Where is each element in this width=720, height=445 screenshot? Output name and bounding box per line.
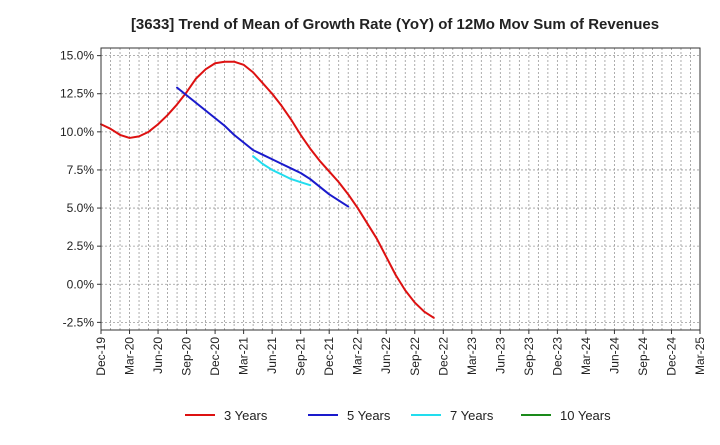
x-tick-label: Mar-23 bbox=[465, 337, 479, 375]
x-axis: Dec-19 Mar-20 Jun-20 Sep-20 Dec-20 Mar-21 Jun-… bbox=[94, 330, 707, 376]
x-tick-label: Jun-24 bbox=[607, 337, 621, 374]
x-tick-label: Sep-23 bbox=[522, 337, 536, 376]
y-tick-label: 0.0% bbox=[67, 277, 95, 291]
x-tick-label: Mar-25 bbox=[693, 337, 707, 375]
x-tick-label: Sep-24 bbox=[636, 337, 650, 376]
x-tick-label: Dec-23 bbox=[550, 337, 564, 376]
y-tick-label: 10.0% bbox=[60, 125, 94, 139]
plot-frame bbox=[100, 47, 701, 331]
grid bbox=[100, 48, 701, 330]
x-tick-label: Mar-24 bbox=[579, 337, 593, 375]
x-tick-label: Dec-21 bbox=[322, 337, 336, 376]
y-tick-label: 5.0% bbox=[67, 201, 95, 215]
x-tick-label: Dec-20 bbox=[208, 337, 222, 376]
legend-label: 10 Years bbox=[560, 408, 611, 423]
y-axis: -2.5% 0.0% 2.5% 5.0% 7.5% 10.0% 12.5% 15.0% bbox=[60, 49, 101, 329]
y-tick-label: 2.5% bbox=[67, 239, 95, 253]
x-tick-label: Sep-22 bbox=[408, 337, 422, 376]
x-tick-label: Mar-20 bbox=[123, 337, 137, 375]
x-tick-label: Dec-24 bbox=[664, 337, 678, 376]
legend-label: 5 Years bbox=[347, 408, 391, 423]
x-tick-label: Dec-22 bbox=[436, 337, 450, 376]
y-tick-label: 15.0% bbox=[60, 49, 94, 63]
x-tick-label: Sep-20 bbox=[180, 337, 194, 376]
series-line-7-years bbox=[252, 155, 312, 187]
y-tick-label: 7.5% bbox=[67, 163, 95, 177]
legend-label: 7 Years bbox=[450, 408, 494, 423]
y-tick-label: -2.5% bbox=[63, 315, 95, 329]
x-tick-label: Jun-21 bbox=[265, 337, 279, 374]
x-tick-label: Jun-23 bbox=[493, 337, 507, 374]
x-tick-label: Jun-22 bbox=[379, 337, 393, 374]
plot-background bbox=[101, 48, 700, 330]
series-line-3-years bbox=[100, 60, 435, 319]
x-tick-label: Mar-22 bbox=[351, 337, 365, 375]
chart-title: [3633] Trend of Mean of Growth Rate (YoY… bbox=[131, 16, 659, 33]
x-tick-label: Sep-21 bbox=[294, 337, 308, 376]
series-line-5-years bbox=[176, 86, 350, 208]
y-tick-label: 12.5% bbox=[60, 87, 94, 101]
series-lines bbox=[100, 60, 435, 319]
legend-label: 3 Years bbox=[224, 408, 268, 423]
x-tick-label: Dec-19 bbox=[94, 337, 108, 376]
legend: 3 Years 5 Years 7 Years 10 Years bbox=[185, 408, 611, 423]
x-tick-label: Mar-21 bbox=[237, 337, 251, 375]
x-tick-label: Jun-20 bbox=[151, 337, 165, 374]
